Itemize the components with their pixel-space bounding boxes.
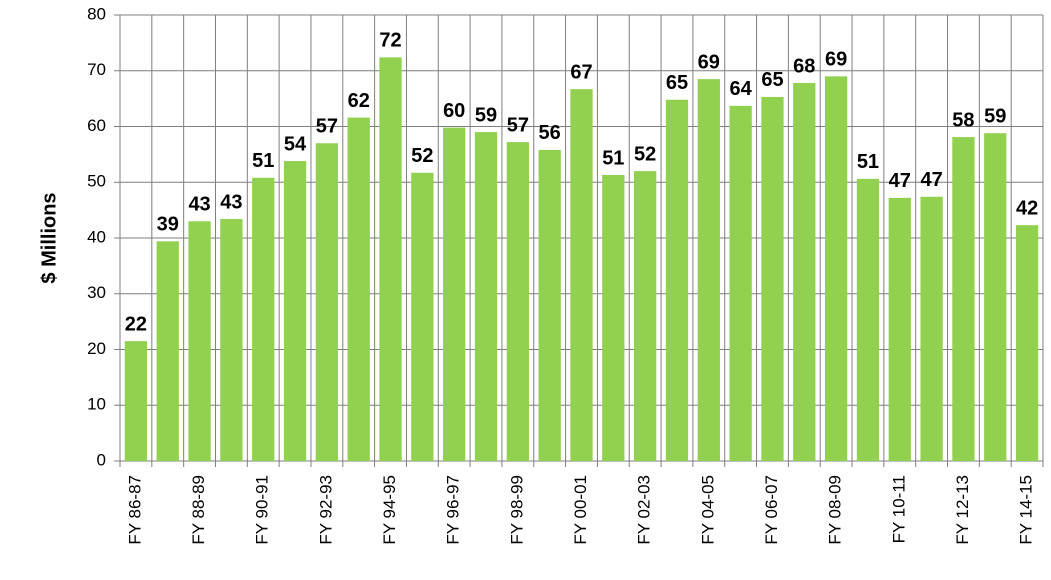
x-tick-label: FY 06-07 (762, 475, 781, 545)
bar (856, 178, 880, 461)
y-tick-label: 40 (87, 227, 106, 246)
bar (888, 197, 911, 462)
x-tick-label: FY 14-15 (1017, 475, 1036, 545)
bar (188, 221, 211, 461)
bar (156, 241, 179, 461)
value-label: 57 (507, 114, 529, 136)
bar (443, 127, 466, 462)
value-label: 72 (379, 30, 401, 52)
value-label: 22 (125, 313, 147, 335)
x-tick-label: FY 12-13 (953, 475, 972, 545)
bar (220, 219, 243, 461)
bar (824, 76, 848, 461)
value-label: 52 (411, 145, 433, 167)
x-tick-label: FY 02-03 (635, 475, 654, 545)
bar (634, 171, 657, 461)
x-tick-label: FY 98-99 (507, 475, 526, 545)
x-tick-label: FY 04-05 (698, 475, 717, 545)
bar (283, 161, 307, 461)
value-label: 52 (634, 143, 656, 165)
value-label: 51 (857, 151, 879, 173)
x-tick-label: FY 86-87 (125, 475, 144, 545)
value-label: 59 (984, 105, 1006, 127)
value-label: 56 (539, 122, 561, 144)
y-tick-label: 30 (87, 283, 106, 302)
x-tick-label: FY 00-01 (571, 475, 590, 545)
bar (729, 105, 752, 461)
x-tick-label: FY 96-97 (444, 475, 463, 545)
y-tick-label: 50 (87, 172, 106, 191)
bar (347, 117, 370, 461)
value-label: 62 (348, 90, 370, 112)
value-label: 57 (316, 116, 338, 138)
bar (474, 132, 498, 461)
y-tick-label: 10 (87, 395, 106, 414)
bar (984, 133, 1007, 461)
x-tick-label: FY 92-93 (316, 475, 335, 545)
bar (697, 79, 720, 462)
bar (793, 83, 816, 461)
y-axis-title: $ Millions (38, 192, 60, 283)
bar (411, 172, 434, 461)
value-label: 64 (730, 78, 753, 100)
value-label: 54 (284, 133, 307, 155)
x-tick-label: FY 94-95 (380, 475, 399, 545)
value-label: 58 (952, 109, 974, 131)
y-tick-label: 60 (87, 116, 106, 135)
value-label: 69 (825, 49, 847, 71)
y-tick-label: 0 (97, 450, 106, 469)
value-label: 69 (698, 51, 720, 73)
x-tick-label: FY 08-09 (826, 475, 845, 545)
bar (665, 99, 689, 462)
bar (506, 142, 529, 462)
bar (570, 89, 593, 462)
bar (761, 96, 784, 461)
value-label: 59 (475, 104, 497, 126)
bar (252, 177, 275, 462)
value-label: 65 (666, 72, 688, 94)
value-label: 51 (252, 150, 274, 172)
value-label: 43 (188, 194, 210, 216)
bar (379, 57, 402, 462)
value-label: 68 (793, 55, 815, 77)
value-label: 67 (570, 61, 592, 83)
value-label: 60 (443, 100, 465, 122)
x-tick-label: FY 88-89 (189, 475, 208, 545)
bar (602, 175, 625, 461)
bar (315, 143, 339, 461)
y-tick-label: 80 (87, 4, 106, 23)
x-tick-label: FY 90-91 (253, 475, 272, 545)
value-label: 47 (889, 170, 911, 192)
bar (124, 341, 148, 461)
value-label: 43 (220, 191, 242, 213)
value-label: 47 (920, 169, 942, 191)
y-tick-label: 20 (87, 339, 106, 358)
x-tick-label: FY 10-11 (889, 475, 908, 543)
value-label: 42 (1016, 197, 1038, 219)
y-tick-label: 70 (87, 60, 106, 79)
value-label: 51 (602, 147, 624, 169)
bar (1015, 225, 1039, 461)
value-label: 65 (761, 69, 783, 91)
value-label: 39 (157, 214, 179, 236)
bar (538, 149, 561, 462)
bar (952, 137, 975, 461)
bar (920, 196, 943, 461)
